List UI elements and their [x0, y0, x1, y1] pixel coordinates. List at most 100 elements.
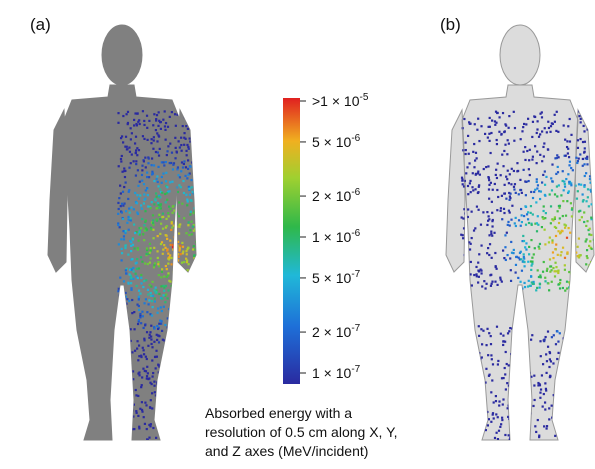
dose-dot	[196, 281, 198, 283]
dose-dot	[531, 158, 533, 160]
dose-dot	[176, 226, 178, 228]
dose-dot	[208, 234, 210, 236]
dose-dot	[507, 224, 509, 226]
dose-dot	[187, 281, 189, 283]
dose-dot	[120, 412, 122, 414]
dose-dot	[568, 164, 570, 166]
dose-dot	[156, 132, 158, 134]
dose-dot	[170, 229, 172, 231]
dose-dot	[584, 147, 586, 149]
dose-dot	[176, 311, 178, 313]
dose-dot	[508, 182, 510, 184]
dose-dot	[161, 330, 163, 332]
dose-dot	[214, 216, 216, 218]
dose-dot	[143, 138, 145, 140]
dose-dot	[491, 283, 493, 285]
dose-dot	[482, 330, 484, 332]
dose-dot	[199, 138, 201, 140]
dose-dot	[556, 358, 558, 360]
dose-dot	[163, 290, 165, 292]
dose-dot	[531, 257, 533, 259]
dose-dot	[136, 348, 138, 350]
dose-dot	[466, 166, 468, 168]
dose-dot	[146, 176, 148, 178]
dose-dot	[569, 118, 571, 120]
dose-dot	[171, 181, 173, 183]
dose-dot	[593, 279, 595, 281]
dose-dot	[466, 351, 468, 353]
dose-dot	[209, 337, 211, 339]
dose-dot	[208, 261, 210, 263]
dose-dot	[592, 368, 594, 370]
dose-dot	[508, 115, 510, 117]
dose-dot	[135, 163, 137, 165]
dose-dot	[584, 412, 586, 414]
dose-dot	[134, 192, 136, 194]
dose-dot	[502, 344, 504, 346]
dose-dot	[568, 344, 570, 346]
dose-dot	[210, 199, 212, 201]
dose-dot	[161, 268, 163, 270]
dose-dot	[589, 240, 591, 242]
dose-dot	[163, 416, 165, 418]
dose-dot	[199, 383, 201, 385]
dose-dot	[185, 166, 187, 168]
dose-dot	[460, 389, 462, 391]
dose-dot	[568, 156, 570, 158]
dose-dot	[197, 331, 199, 333]
dose-dot	[149, 207, 151, 209]
dose-dot	[508, 210, 510, 212]
dose-dot	[213, 229, 215, 231]
dose-dot	[513, 186, 515, 188]
dose-dot	[507, 170, 509, 172]
dose-dot	[175, 147, 177, 149]
dose-dot	[206, 294, 208, 296]
dose-dot	[193, 245, 195, 247]
dose-dot	[166, 154, 168, 156]
dose-dot	[201, 326, 203, 328]
dose-dot	[532, 197, 534, 199]
dose-dot	[523, 282, 525, 284]
dose-dot	[488, 332, 490, 334]
dose-dot	[591, 119, 593, 121]
dose-dot	[169, 254, 171, 256]
dose-dot	[469, 180, 471, 182]
dose-dot	[211, 262, 213, 264]
dose-dot	[588, 377, 590, 379]
dose-dot	[143, 416, 145, 418]
dose-dot	[123, 238, 125, 240]
dose-dot	[500, 207, 502, 209]
tick-exponent: -6	[351, 187, 360, 198]
dose-dot	[549, 193, 551, 195]
dose-dot	[493, 401, 495, 403]
dose-dot	[564, 264, 566, 266]
dose-dot	[146, 127, 148, 129]
dose-dot	[517, 341, 519, 343]
dose-dot	[580, 121, 582, 123]
dose-dot	[577, 266, 579, 268]
dose-dot	[462, 339, 464, 341]
dose-dot	[143, 124, 145, 126]
dose-dot	[541, 181, 543, 183]
dose-dot	[122, 407, 124, 409]
dose-dot	[488, 179, 490, 181]
dose-dot	[141, 208, 143, 210]
dose-dot	[170, 436, 172, 438]
dose-dot	[483, 393, 485, 395]
dose-dot	[117, 414, 119, 416]
dose-dot	[193, 255, 195, 257]
tick-prefix: 5 × 10	[312, 270, 352, 286]
dose-dot	[578, 157, 580, 159]
dose-dot	[544, 243, 546, 245]
dose-dot	[549, 237, 551, 239]
dose-dot	[164, 426, 166, 428]
dose-dot	[185, 232, 187, 234]
dose-dot	[514, 222, 516, 224]
dose-dot	[182, 421, 184, 423]
dose-dot	[171, 303, 173, 305]
dose-dot	[532, 121, 534, 123]
dose-dot	[214, 131, 216, 133]
dose-dot	[161, 298, 163, 300]
dose-dot	[536, 132, 538, 134]
dose-dot	[150, 295, 152, 297]
